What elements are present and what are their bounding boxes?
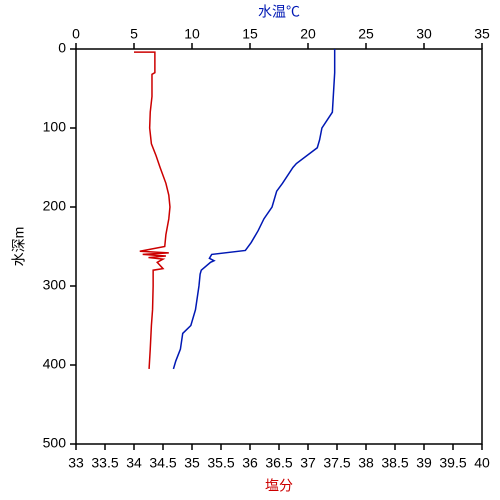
y-axis-label: 水深m (11, 227, 27, 267)
x-tick-label: 34.5 (149, 455, 176, 471)
x-tick-label: 36 (242, 455, 258, 471)
x-tick-label: 39.5 (439, 455, 466, 471)
x-tick-label: 40 (474, 455, 490, 471)
x2-axis-label: 水温℃ (258, 4, 300, 20)
y-tick-label: 0 (58, 40, 66, 56)
y-tick-label: 400 (43, 356, 67, 372)
x2-tick-label: 15 (242, 26, 258, 42)
x2-tick-label: 20 (300, 26, 316, 42)
y-tick-label: 300 (43, 277, 67, 293)
x-axis-label: 塩分 (265, 478, 293, 494)
y-tick-label: 200 (43, 198, 67, 214)
x-tick-label: 39 (416, 455, 432, 471)
x-tick-label: 33 (68, 455, 84, 471)
x2-tick-label: 5 (130, 26, 138, 42)
x-tick-label: 37.5 (323, 455, 350, 471)
x-tick-label: 35 (184, 455, 200, 471)
plot-frame (75, 48, 483, 445)
x-tick-label: 37 (300, 455, 316, 471)
y-tick-label: 500 (43, 435, 67, 451)
x-tick-label: 34 (126, 455, 142, 471)
x-tick-label: 33.5 (91, 455, 118, 471)
x2-tick-label: 25 (358, 26, 374, 42)
profile-line (134, 51, 171, 369)
x-tick-label: 35.5 (207, 455, 234, 471)
profile-line (172, 49, 336, 370)
y-tick-label: 100 (43, 119, 67, 135)
x2-tick-label: 10 (184, 26, 200, 42)
x-tick-label: 36.5 (265, 455, 292, 471)
x-tick-label: 38.5 (381, 455, 408, 471)
x-tick-label: 38 (358, 455, 374, 471)
x2-tick-label: 0 (72, 26, 80, 42)
x2-tick-label: 35 (474, 26, 490, 42)
x2-tick-label: 30 (416, 26, 432, 42)
